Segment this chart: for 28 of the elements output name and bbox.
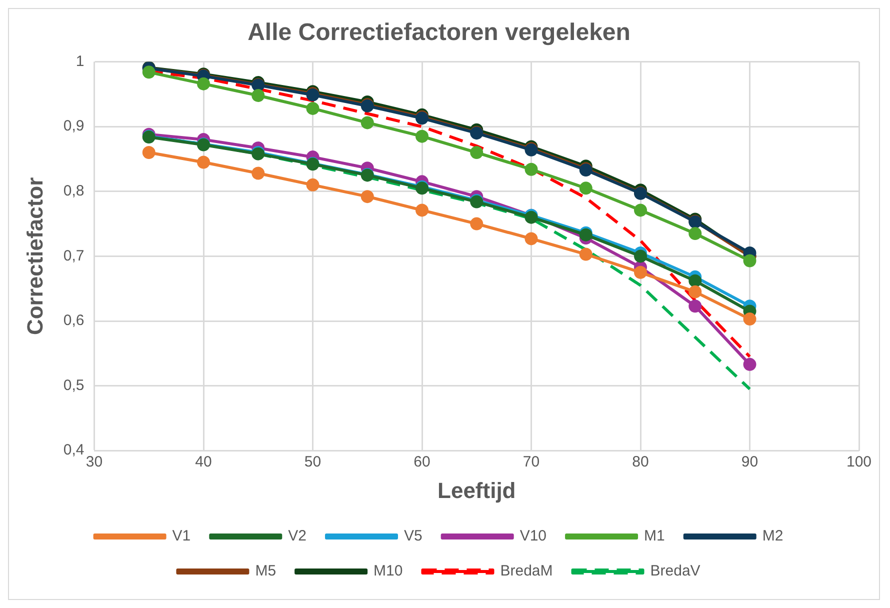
- legend-label: V10: [520, 528, 547, 545]
- x-tick-label: 60: [414, 454, 430, 471]
- legend-label: M10: [374, 562, 403, 580]
- y-tick-label: 0,5: [63, 376, 84, 394]
- chart-title: Alle Correctiefactoren vergeleken: [248, 19, 630, 46]
- y-tick-label: 0,8: [63, 182, 84, 200]
- x-tick-label: 70: [522, 454, 540, 471]
- x-tick-label: 80: [632, 454, 649, 471]
- legend-label: V1: [172, 528, 191, 545]
- legend-label: M2: [762, 528, 784, 545]
- x-tick-label: 30: [86, 454, 103, 471]
- y-tick-label: 0,7: [63, 247, 84, 264]
- legend-label: V2: [288, 528, 307, 545]
- x-tick-label: 90: [741, 454, 758, 471]
- y-tick-label: 0,9: [63, 118, 84, 135]
- legend-label: V5: [404, 528, 422, 545]
- x-axis-title: Leeftijd: [438, 478, 516, 503]
- y-tick-label: 0,4: [63, 442, 84, 459]
- x-tick-label: 50: [304, 454, 322, 471]
- y-axis-title: Correctiefactor: [22, 176, 48, 336]
- y-tick-label: 0,6: [63, 312, 84, 330]
- legend-label: M1: [644, 528, 665, 545]
- legend-label: BredaV: [650, 562, 700, 580]
- x-tick-label: 40: [195, 454, 212, 471]
- legend-label: BredaM: [500, 562, 553, 580]
- x-tick-label: 100: [846, 454, 872, 471]
- legend-label: M5: [255, 562, 276, 580]
- y-tick-label: 1: [76, 52, 84, 70]
